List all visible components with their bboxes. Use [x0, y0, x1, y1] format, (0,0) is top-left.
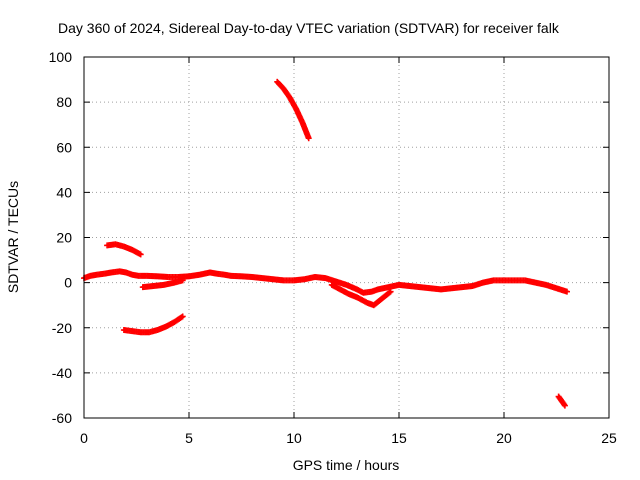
plot-frame	[83, 56, 610, 419]
series-spread-b	[328, 281, 394, 309]
x-tick-label: 20	[496, 430, 512, 446]
y-tick-label: 40	[56, 184, 72, 200]
series-main-band	[81, 268, 570, 296]
y-tick-label: 0	[64, 275, 72, 291]
x-tick-label: 25	[601, 430, 617, 446]
y-tick-label: 100	[49, 49, 73, 65]
series-spread-a	[139, 277, 186, 291]
y-tick-label: -40	[52, 365, 72, 381]
y-axis-label: SDTVAR / TECUs	[5, 181, 21, 293]
grid-lines	[84, 57, 609, 418]
x-tick-label: 15	[391, 430, 407, 446]
series-lower-arc	[120, 313, 186, 336]
y-tick-label: 20	[56, 230, 72, 246]
series-high-pass	[274, 78, 312, 142]
series-low-pass	[555, 393, 568, 409]
y-tick-label: -60	[52, 410, 72, 426]
axes: 0 5 10 15 20 25 -60 -40 -20 0 20 40 60 80 100	[49, 49, 617, 446]
series-upper-arc	[104, 241, 144, 258]
data-series	[81, 78, 570, 409]
x-tick-label: 0	[80, 430, 88, 446]
y-tick-label: 80	[56, 94, 72, 110]
x-tick-label: 10	[286, 430, 302, 446]
chart-title: Day 360 of 2024, Sidereal Day-to-day VTE…	[58, 20, 560, 36]
x-axis-label: GPS time / hours	[293, 457, 400, 473]
x-tick-label: 5	[185, 430, 193, 446]
y-tick-label: -20	[52, 320, 72, 336]
y-tick-label: 60	[56, 139, 72, 155]
